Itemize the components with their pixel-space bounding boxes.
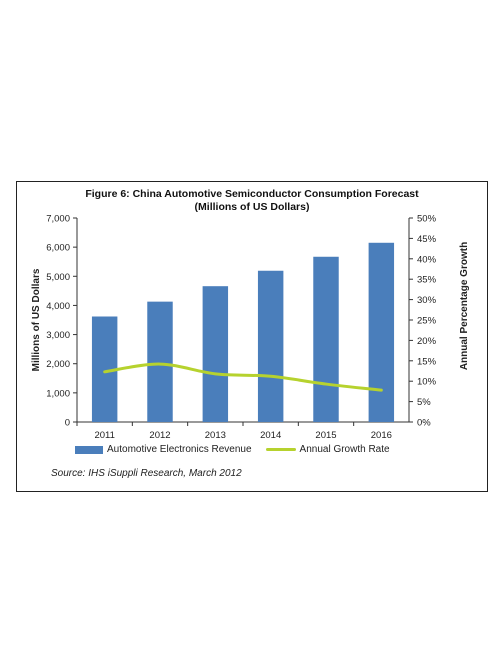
y2-tick-label: 10% — [417, 377, 437, 388]
legend-swatch-bar — [75, 445, 103, 454]
y-tick-label: 5,000 — [46, 272, 70, 283]
y2-tick-label: 45% — [417, 234, 437, 245]
y-tick-label: 2,000 — [46, 359, 70, 370]
bar — [147, 301, 173, 422]
bar — [313, 256, 339, 422]
bars-layer — [91, 242, 395, 422]
y2-axis-title: Annual Percentage Growth — [459, 242, 470, 370]
x-tick-label: 2011 — [94, 430, 114, 441]
x-tick-label: 2015 — [315, 430, 336, 441]
chart-subtitle: (Millions of US Dollars) — [194, 201, 310, 213]
x-tick-label: 2013 — [205, 430, 226, 441]
source-note: Source: IHS iSuppli Research, March 2012 — [51, 468, 242, 479]
y2-tick-label: 35% — [417, 275, 437, 286]
legend-label-growth: Annual Growth Rate — [299, 444, 390, 455]
y-tick-label: 1,000 — [46, 388, 70, 399]
x-tick-label: 2014 — [260, 430, 281, 441]
legend-item-revenue: Automotive Electronics Revenue — [75, 444, 252, 455]
bar — [368, 242, 395, 422]
y2-tick-label: 40% — [417, 254, 437, 265]
legend-item-growth: Annual Growth Rate — [265, 444, 390, 455]
bar — [202, 286, 229, 422]
y2-tick-label: 5% — [417, 397, 431, 408]
legend-swatch-line — [265, 448, 296, 451]
y2-tick-label: 0% — [417, 418, 431, 429]
y-tick-label: 7,000 — [46, 214, 70, 225]
y-tick-label: 4,000 — [46, 301, 70, 312]
text-layer: 0 1,000 2,000 3,000 4,000 5,000 6,000 7,000 0% 5%… — [31, 214, 470, 442]
y-tick-label: 3,000 — [46, 330, 70, 341]
x-tick-label: 2016 — [371, 430, 392, 441]
bar — [257, 270, 284, 422]
legend-label-revenue: Automotive Electronics Revenue — [107, 444, 252, 455]
y2-tick-label: 15% — [417, 356, 437, 367]
chart-frame: Figure 6: China Automotive Semiconductor… — [16, 181, 488, 492]
y2-tick-label: 50% — [417, 214, 437, 225]
growth-line — [103, 362, 383, 392]
x-tick-label: 2012 — [149, 430, 170, 441]
y2-tick-label: 25% — [417, 316, 437, 327]
chart-legend: Automotive Electronics Revenue Annual Gr… — [75, 444, 390, 455]
y-axis-title: Millions of US Dollars — [31, 268, 42, 371]
chart-plot: 0 1,000 2,000 3,000 4,000 5,000 6,000 7,000 0% 5%… — [31, 214, 470, 442]
y-tick-label: 6,000 — [46, 243, 70, 254]
axes-layer — [73, 217, 413, 426]
chart-title-line1: Figure 6: China Automotive Semiconductor… — [85, 188, 419, 200]
line-layer — [103, 362, 383, 392]
chart-title: Figure 6: China Automotive Semiconductor… — [17, 188, 487, 214]
y2-tick-label: 20% — [417, 336, 437, 347]
y-tick-label: 0 — [65, 418, 70, 429]
y2-tick-label: 30% — [417, 295, 437, 306]
